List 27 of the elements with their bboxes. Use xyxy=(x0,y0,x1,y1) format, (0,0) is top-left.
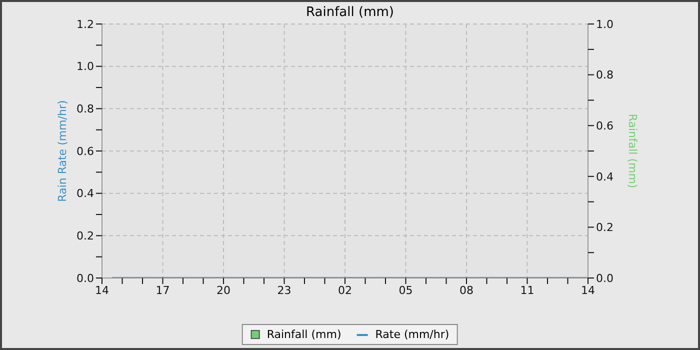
y-tick-label: 1.0 xyxy=(76,60,94,74)
x-tick-label: 14 xyxy=(95,284,109,297)
x-tick-label: 14 xyxy=(581,284,595,297)
x-tick-label: 23 xyxy=(277,284,292,297)
y-tick-label: 0.0 xyxy=(76,272,94,285)
x-tick-label: 20 xyxy=(216,284,230,297)
y2-tick-label: 0.0 xyxy=(596,272,614,285)
y-axis-title: Rain Rate (mm/hr) xyxy=(56,100,69,202)
y2-axis-title: Rainfall (mm) xyxy=(626,114,640,188)
y-tick-label: 0.2 xyxy=(76,230,94,243)
legend-label: Rainfall (mm) xyxy=(266,328,342,341)
y-tick-label: 0.8 xyxy=(76,102,94,116)
x-tick-label: 05 xyxy=(398,284,413,297)
y2-tick-label: 0.8 xyxy=(596,68,614,82)
y-tick-label: 0.6 xyxy=(76,144,94,158)
y2-tick-label: 0.6 xyxy=(596,120,614,133)
y-tick-label: 0.4 xyxy=(76,187,94,200)
x-tick-label: 17 xyxy=(156,284,170,297)
y2-tick-label: 1.0 xyxy=(596,18,614,31)
legend-label: Rate (mm/hr) xyxy=(375,328,450,341)
x-tick-label: 08 xyxy=(460,284,474,297)
y2-tick-label: 0.4 xyxy=(596,170,614,184)
x-tick-label: 02 xyxy=(338,284,352,297)
y-tick-label: 1.2 xyxy=(76,18,94,31)
y2-tick-label: 0.2 xyxy=(596,221,614,234)
x-tick-label: 11 xyxy=(520,284,534,297)
chart-title: Rainfall (mm) xyxy=(306,5,394,20)
